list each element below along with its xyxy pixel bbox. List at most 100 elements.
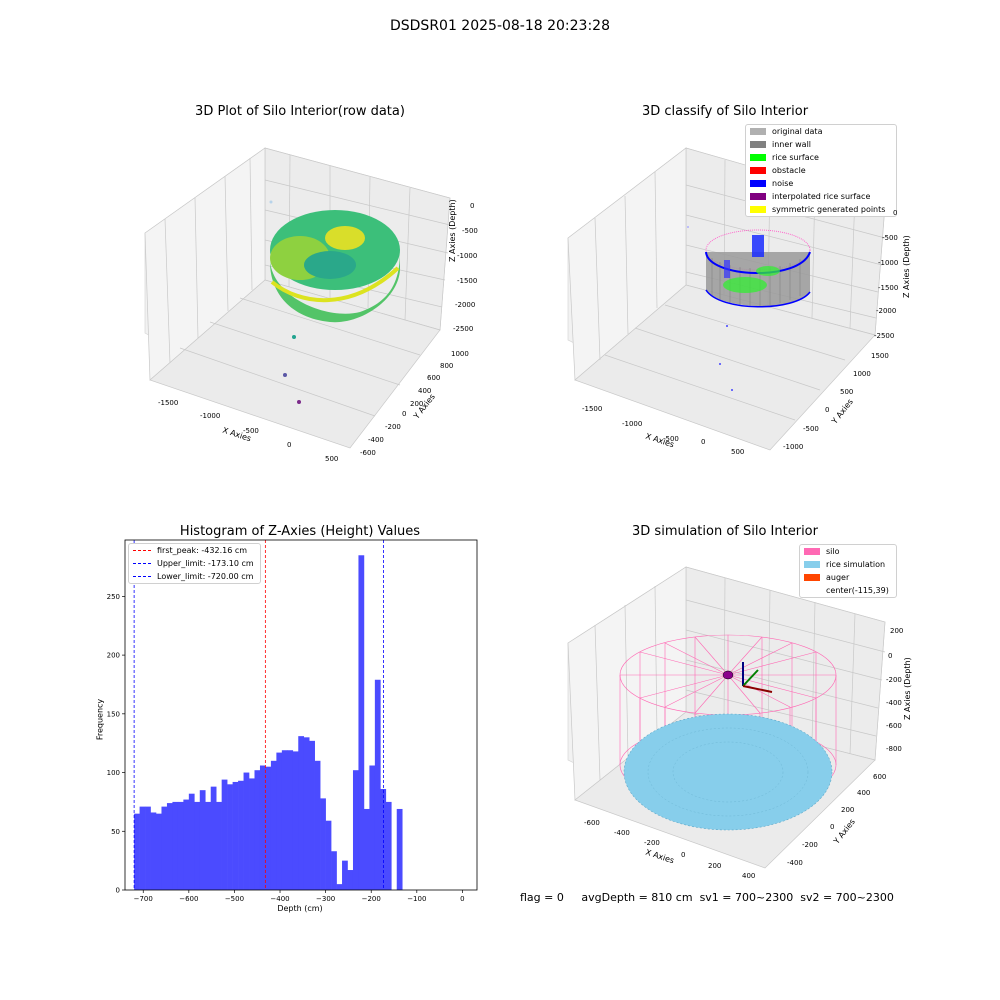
histogram-title: Histogram of Z-Axies (Height) Values — [179, 524, 421, 539]
legend-item: rice simulation — [800, 558, 896, 571]
histogram-bar — [309, 740, 315, 890]
legend-item: rice surface — [746, 151, 896, 164]
histogram-bar — [139, 806, 146, 890]
classify-z-tick: -2500 — [874, 332, 895, 340]
legend-item: inner wall — [746, 138, 896, 151]
histogram-bar — [216, 801, 222, 890]
histogram-bar — [347, 870, 354, 890]
histogram-bar — [221, 779, 228, 890]
classify-y-tick: -1000 — [783, 443, 804, 451]
legend-label: rice simulation — [826, 560, 886, 569]
histogram-bar — [320, 798, 326, 890]
simulation-z-label: Z Axies (Depth) — [903, 657, 912, 720]
figure-title: DSDSR01 2025-08-18 20:23:28 — [389, 18, 610, 34]
classify-z-tick: 0 — [893, 209, 898, 217]
histogram-bar — [254, 770, 261, 890]
histogram-bar — [287, 750, 294, 890]
legend-swatch — [804, 548, 820, 555]
classify-y-tick: -500 — [803, 425, 819, 433]
classify-z-tick: -2000 — [876, 307, 897, 315]
legend-label: interpolated rice surface — [772, 192, 871, 201]
legend-label: first_peak: -432.16 cm — [157, 546, 248, 555]
legend-label: auger — [826, 573, 850, 582]
histogram-legend: first_peak: -432.16 cm Upper_limit: -173… — [128, 543, 261, 584]
classify-z-tick: -1000 — [878, 259, 899, 267]
simulation-z-tick: -400 — [886, 699, 902, 707]
legend-label: Lower_limit: -720.00 cm — [157, 572, 254, 581]
x-tick-label: −100 — [407, 895, 426, 903]
legend-item: first_peak: -432.16 cm — [129, 544, 260, 557]
histogram-bar — [145, 806, 151, 890]
raw-x-tick: -500 — [243, 427, 259, 435]
classify-y-tick: 1000 — [853, 370, 871, 378]
classify-y-tick: 0 — [825, 406, 830, 414]
histogram-bar — [205, 801, 212, 890]
legend-swatch — [750, 180, 766, 187]
histogram-bar — [188, 793, 195, 890]
legend-label: noise — [772, 179, 794, 188]
histogram-bar — [249, 778, 255, 890]
rice-simulation-surface — [623, 713, 833, 831]
raw-y-tick: 0 — [402, 410, 407, 418]
legend-item: Upper_limit: -173.10 cm — [129, 557, 260, 570]
simulation-z-tick: -600 — [886, 722, 902, 730]
classify-x-tick: 0 — [701, 438, 706, 446]
y-tick-label: 150 — [107, 710, 120, 718]
x-tick-label: −300 — [316, 895, 335, 903]
classify-x-tick: 500 — [731, 448, 745, 456]
histogram-bar — [385, 801, 392, 890]
legend-label: inner wall — [772, 140, 812, 149]
simulation-y-tick: -400 — [787, 859, 803, 867]
x-tick-label: −200 — [362, 895, 381, 903]
histogram-bar — [161, 806, 168, 890]
simulation-y-tick: 400 — [857, 789, 871, 797]
histogram-bar — [298, 736, 305, 890]
classify-y-tick: 500 — [840, 388, 854, 396]
auger-axes-icon — [722, 662, 773, 693]
raw-y-tick: -400 — [368, 436, 384, 444]
raw-z-tick: -1500 — [457, 277, 478, 285]
histogram-bar — [363, 808, 370, 890]
legend-line — [133, 550, 151, 551]
legend-item: silo — [800, 545, 896, 558]
raw-x-tick: -1500 — [158, 399, 179, 407]
legend-label: Upper_limit: -173.10 cm — [157, 559, 254, 568]
histogram-bar — [292, 751, 299, 890]
histogram-bar — [369, 765, 376, 890]
simulation-y-tick: 600 — [873, 773, 887, 781]
raw-y-tick: -200 — [385, 423, 401, 431]
histogram-bar — [380, 788, 387, 890]
simulation-z-label-text: Z Axies (Depth) — [903, 657, 912, 720]
histogram-bar — [396, 808, 403, 890]
legend-label: obstacle — [772, 166, 806, 175]
legend-label: center(-115,39) — [826, 586, 889, 595]
legend-swatch — [750, 167, 766, 174]
histogram-bar — [270, 760, 277, 890]
classify-z-tick: -500 — [882, 234, 898, 242]
simulation-z-tick: -200 — [886, 676, 902, 684]
legend-item: noise — [746, 177, 896, 190]
histogram-bar — [156, 813, 162, 890]
classify-panel-title: 3D classify of Silo Interior — [641, 104, 809, 119]
legend-item: Lower_limit: -720.00 cm — [129, 570, 260, 583]
legend-line — [133, 563, 151, 564]
simulation-y-tick: -200 — [802, 841, 818, 849]
raw-3d-plot — [144, 147, 451, 449]
y-tick-label: 100 — [107, 769, 120, 777]
raw-z-tick: -1000 — [457, 252, 478, 260]
histogram-bar — [265, 766, 272, 890]
simulation-x-tick: 400 — [742, 872, 756, 880]
histogram-bar — [227, 784, 233, 890]
histogram-bar — [232, 781, 239, 890]
raw-y-tick: 600 — [427, 374, 441, 382]
raw-z-tick: -2500 — [453, 325, 474, 333]
raw-z-tick: -2000 — [455, 301, 476, 309]
histogram-bar — [199, 790, 206, 890]
y-tick-label: 200 — [107, 652, 120, 660]
status-footer: flag = 0 avgDepth = 810 cm sv1 = 700~230… — [520, 891, 894, 904]
histogram-bar — [194, 801, 201, 890]
legend-item: interpolated rice surface — [746, 190, 896, 203]
simulation-y-tick: 0 — [830, 823, 835, 831]
raw-panel-title: 3D Plot of Silo Interior(row data) — [195, 104, 405, 119]
histogram-bar — [210, 786, 217, 890]
